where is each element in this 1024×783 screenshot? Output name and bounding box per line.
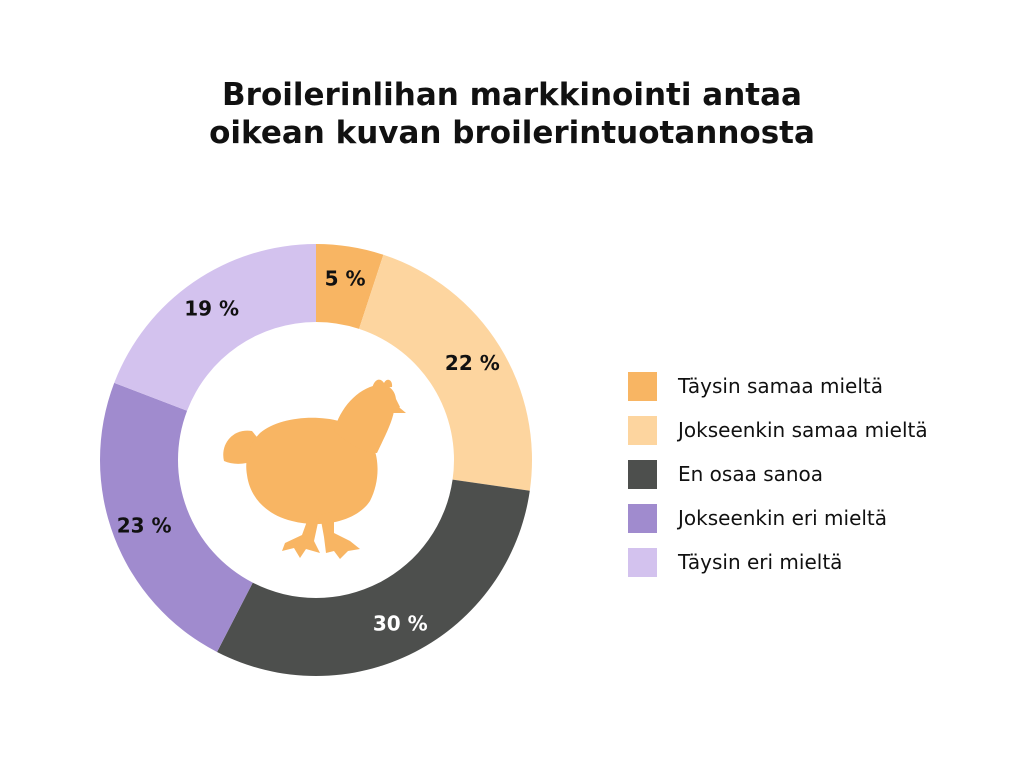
legend-label: Täysin samaa mieltä [678, 374, 884, 398]
chart-title-line-2: oikean kuvan broilerintuotannosta [209, 115, 815, 151]
legend-swatch [628, 459, 657, 489]
legend-label: Jokseenkin eri mieltä [678, 506, 888, 530]
chart-title: Broilerinlihan markkinointi antaa oikean… [0, 76, 1024, 152]
legend-swatch [628, 371, 657, 401]
legend-item: En osaa sanoa [628, 452, 928, 496]
data-label: 30 % [373, 612, 428, 636]
legend-swatch [628, 547, 657, 577]
donut-data-labels: 5 % 22 % 30 % 23 % 19 % [117, 266, 500, 635]
donut-slice [359, 254, 532, 491]
legend-swatch [628, 503, 657, 533]
chart-title-line-1: Broilerinlihan markkinointi antaa [222, 77, 802, 113]
donut-slice [114, 244, 316, 411]
data-label: 23 % [117, 514, 172, 538]
legend-item: Täysin eri mieltä [628, 540, 928, 584]
legend-item: Jokseenkin samaa mieltä [628, 408, 928, 452]
data-label: 22 % [445, 351, 500, 375]
data-label: 5 % [325, 266, 366, 290]
legend-label: Täysin eri mieltä [678, 550, 843, 574]
chicken-icon [223, 379, 406, 559]
legend-item: Jokseenkin eri mieltä [628, 496, 928, 540]
donut-slice [99, 382, 253, 652]
donut-slice [316, 244, 384, 329]
legend-item: Täysin samaa mieltä [628, 364, 928, 408]
legend-label: En osaa sanoa [678, 462, 824, 486]
legend-swatch [628, 415, 657, 445]
data-label: 19 % [184, 296, 239, 320]
donut-slices [99, 244, 532, 676]
donut-slice [217, 479, 530, 676]
legend: Täysin samaa mieltä Jokseenkin samaa mie… [628, 364, 928, 584]
legend-label: Jokseenkin samaa mieltä [678, 418, 928, 442]
